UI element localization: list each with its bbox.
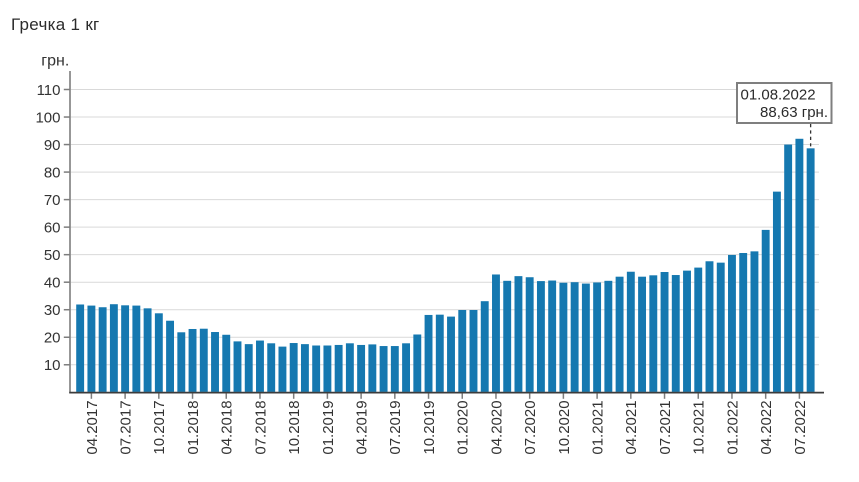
svg-text:04.2018: 04.2018	[219, 400, 236, 454]
svg-text:40: 40	[44, 274, 61, 291]
svg-text:01.2019: 01.2019	[320, 400, 337, 454]
svg-text:Гречка 1 кг: Гречка 1 кг	[11, 15, 100, 34]
svg-text:07.2019: 07.2019	[387, 400, 404, 454]
svg-text:10.2020: 10.2020	[556, 400, 573, 454]
svg-text:10.2019: 10.2019	[421, 400, 438, 454]
svg-text:07.2021: 07.2021	[657, 400, 674, 454]
svg-text:110: 110	[37, 82, 61, 99]
svg-text:80: 80	[44, 164, 61, 181]
svg-text:30: 30	[44, 302, 61, 319]
svg-text:04.2020: 04.2020	[488, 400, 505, 454]
svg-text:88,63 грн.: 88,63 грн.	[760, 104, 828, 121]
svg-text:01.2020: 01.2020	[455, 400, 472, 454]
svg-text:04.2017: 04.2017	[84, 400, 101, 454]
svg-text:10.2017: 10.2017	[151, 400, 168, 454]
svg-text:90: 90	[44, 137, 61, 154]
svg-text:07.2022: 07.2022	[792, 400, 809, 454]
svg-text:10: 10	[44, 357, 61, 374]
svg-text:01.2018: 01.2018	[185, 400, 202, 454]
svg-text:20: 20	[44, 330, 61, 347]
svg-text:100: 100	[35, 109, 60, 126]
svg-text:07.2020: 07.2020	[522, 400, 539, 454]
svg-text:01.2021: 01.2021	[590, 400, 607, 454]
svg-text:60: 60	[44, 219, 61, 236]
svg-text:07.2017: 07.2017	[118, 400, 135, 454]
svg-text:04.2022: 04.2022	[758, 400, 775, 454]
svg-text:01.08.2022: 01.08.2022	[741, 87, 816, 104]
svg-text:грн.: грн.	[41, 53, 69, 70]
svg-text:70: 70	[44, 192, 61, 209]
svg-text:50: 50	[44, 247, 61, 264]
svg-text:04.2019: 04.2019	[354, 400, 371, 454]
svg-text:01.2022: 01.2022	[724, 400, 741, 454]
svg-text:10.2021: 10.2021	[691, 400, 708, 454]
svg-text:07.2018: 07.2018	[252, 400, 269, 454]
svg-text:04.2021: 04.2021	[623, 400, 640, 454]
svg-text:10.2018: 10.2018	[286, 400, 303, 454]
